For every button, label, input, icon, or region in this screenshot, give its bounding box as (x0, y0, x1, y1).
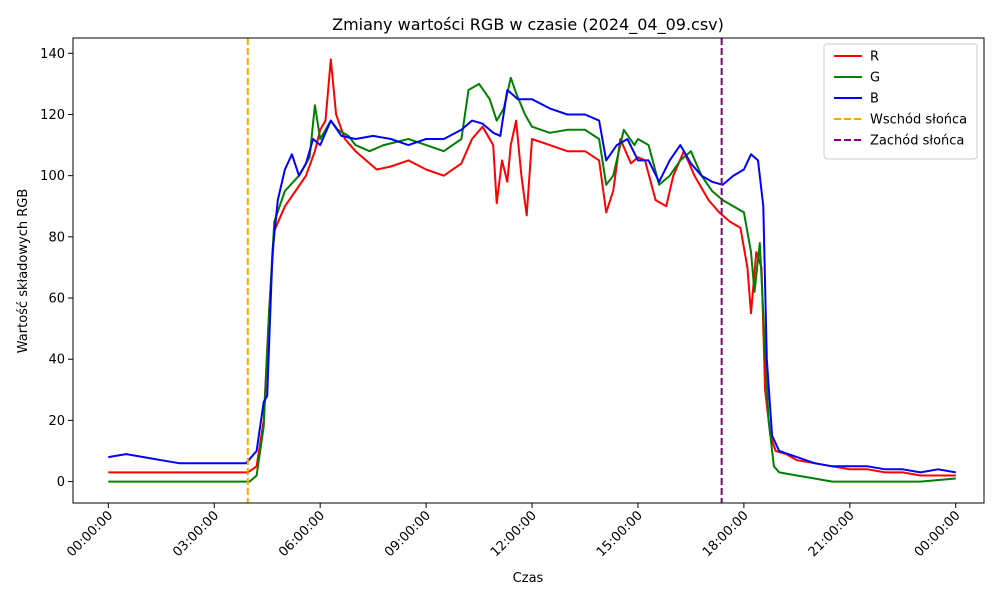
x-tick-label: 15:00:00 (594, 508, 646, 560)
x-axis-label: Czas (513, 571, 544, 586)
x-tick-label: 18:00:00 (700, 508, 752, 560)
y-tick-label: 80 (48, 230, 65, 245)
legend: RGB Wschód słońca Zachód słońca (823, 43, 978, 160)
y-tick-label: 140 (40, 47, 65, 62)
y-tick-label: 100 (40, 169, 65, 184)
legend-entry-sunset-label: Zachód słońca (870, 134, 964, 149)
y-tick-label: 40 (48, 353, 65, 368)
y-tick-label: 120 (40, 108, 65, 123)
y-tick-label: 20 (48, 414, 65, 429)
y-axis-label: Wartość składowych RGB (16, 189, 31, 353)
x-tick-label: 00:00:00 (912, 508, 964, 560)
series-line-b (108, 89, 956, 474)
legend-entry-b-label: B (870, 92, 879, 107)
x-tick-label: 09:00:00 (382, 508, 434, 560)
chart-title: Zmiany wartości RGB w czasie (2024_04_09… (332, 15, 724, 35)
legend-entry-r-label: R (870, 50, 879, 65)
x-tick-label: 06:00:00 (276, 508, 328, 560)
legend-entry-g-label: G (870, 71, 880, 86)
x-tick-label: 21:00:00 (806, 508, 858, 560)
x-tick-label: 12:00:00 (488, 508, 540, 560)
series-line-r (108, 58, 956, 477)
reference-lines (246, 38, 723, 503)
legend-entry-sunrise-label: Wschód słońca (870, 113, 967, 128)
y-tick-label: 0 (57, 475, 65, 490)
series-layer (108, 58, 956, 483)
x-tick-label: 03:00:00 (170, 508, 222, 560)
plot-frame (72, 37, 985, 504)
legend-box (823, 43, 978, 160)
x-tick-label: 00:00:00 (64, 508, 116, 560)
y-tick-label: 60 (48, 292, 65, 307)
